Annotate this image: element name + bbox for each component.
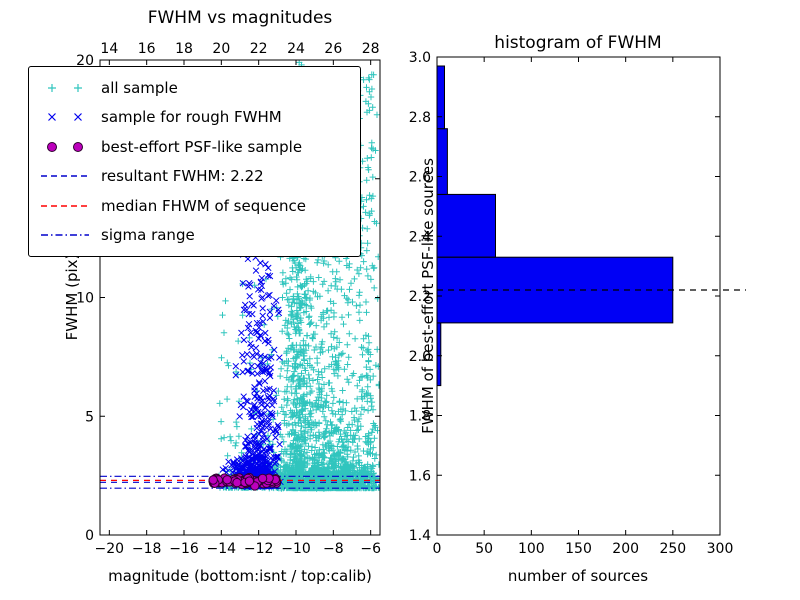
svg-text:−20: −20 [95,541,125,557]
svg-text:2.6: 2.6 [409,170,431,186]
legend-box: all sample sample for rough FWHM best-ef… [28,66,361,257]
right-yaxis-label: FWHM of best-effort PSF-like sources [419,158,437,434]
svg-text:10: 10 [76,291,94,307]
plus-marker-icon [48,83,82,92]
svg-text:22: 22 [250,41,268,57]
svg-text:−8: −8 [323,541,344,557]
svg-text:2.4: 2.4 [409,229,431,245]
svg-text:26: 26 [324,41,342,57]
svg-text:0: 0 [433,541,442,557]
svg-text:−14: −14 [207,541,237,557]
left-plot-title: FWHM vs magnitudes [147,8,333,28]
svg-text:1.8: 1.8 [409,409,431,425]
right-plot-title: histogram of FWHM [494,33,662,53]
svg-text:250: 250 [659,541,686,557]
svg-text:2.2: 2.2 [409,289,431,305]
svg-text:2.0: 2.0 [409,349,431,365]
legend-item-all-sample: all sample [39,73,350,103]
left-xaxis-label: magnitude (bottom:isnt / top:calib) [108,567,372,585]
svg-text:−18: −18 [132,541,162,557]
svg-text:0: 0 [85,528,94,544]
left-plot-data [100,60,380,492]
legend-item-resultant-fwhm: resultant FWHM: 2.22 [39,162,350,192]
legend-label: all sample [101,78,178,97]
svg-text:24: 24 [287,41,305,57]
histogram-bars [437,65,674,387]
svg-text:50: 50 [475,541,493,557]
x-marker-icon [48,113,82,122]
histogram-bar [437,256,674,324]
right-xaxis-label: number of sources [507,567,649,585]
legend-label: resultant FWHM: 2.22 [101,167,264,186]
right-plot-ticks: 0 50 100 150 200 250 300 1.4 1.6 1.8 2.0 2.2 2.4 2.6 2… [409,50,734,557]
legend-label: sample for rough FWHM [101,108,282,127]
svg-text:16: 16 [138,41,156,57]
legend-label: median FHWM of sequence [101,196,306,215]
svg-text:18: 18 [175,41,193,57]
legend-item-sigma-range: sigma range [39,221,350,251]
svg-text:20: 20 [212,41,230,57]
svg-text:1.4: 1.4 [409,528,431,544]
dashed-line-red-icon [41,205,89,207]
svg-text:−12: −12 [244,541,274,557]
svg-text:100: 100 [518,541,545,557]
scatter-series-circle [208,472,282,491]
circle-marker-icon [47,141,83,152]
histogram-bar [437,128,448,195]
svg-text:5: 5 [85,409,94,425]
dashdot-line-icon [41,234,89,236]
svg-text:300: 300 [707,541,734,557]
legend-item-median-fwhm: median FHWM of sequence [39,191,350,221]
legend-label: best-effort PSF-like sample [101,137,303,156]
svg-text:−10: −10 [281,541,311,557]
histogram-bar [437,322,442,387]
svg-text:150: 150 [565,541,592,557]
left-yaxis-label: FWHM (pix) [63,253,81,341]
left-plot-ticks: −20 −18 −16 −14 −12 −10 −8 −6 14 16 18 20 22 24 26 28 0 5… [76,41,381,557]
svg-text:2.8: 2.8 [409,110,431,126]
svg-text:200: 200 [612,541,639,557]
histogram-bar [437,65,445,130]
svg-text:20: 20 [76,53,94,69]
legend-item-psf-sample: best-effort PSF-like sample [39,132,350,162]
svg-text:1.6: 1.6 [409,468,431,484]
dashed-line-icon [41,175,89,177]
histogram-bar [437,193,496,258]
svg-text:14: 14 [100,41,118,57]
svg-text:28: 28 [362,41,380,57]
legend-label: sigma range [101,226,195,245]
svg-text:3.0: 3.0 [409,50,431,66]
svg-text:−6: −6 [360,541,381,557]
legend-item-rough-fwhm-sample: sample for rough FWHM [39,103,350,133]
svg-text:−16: −16 [169,541,199,557]
